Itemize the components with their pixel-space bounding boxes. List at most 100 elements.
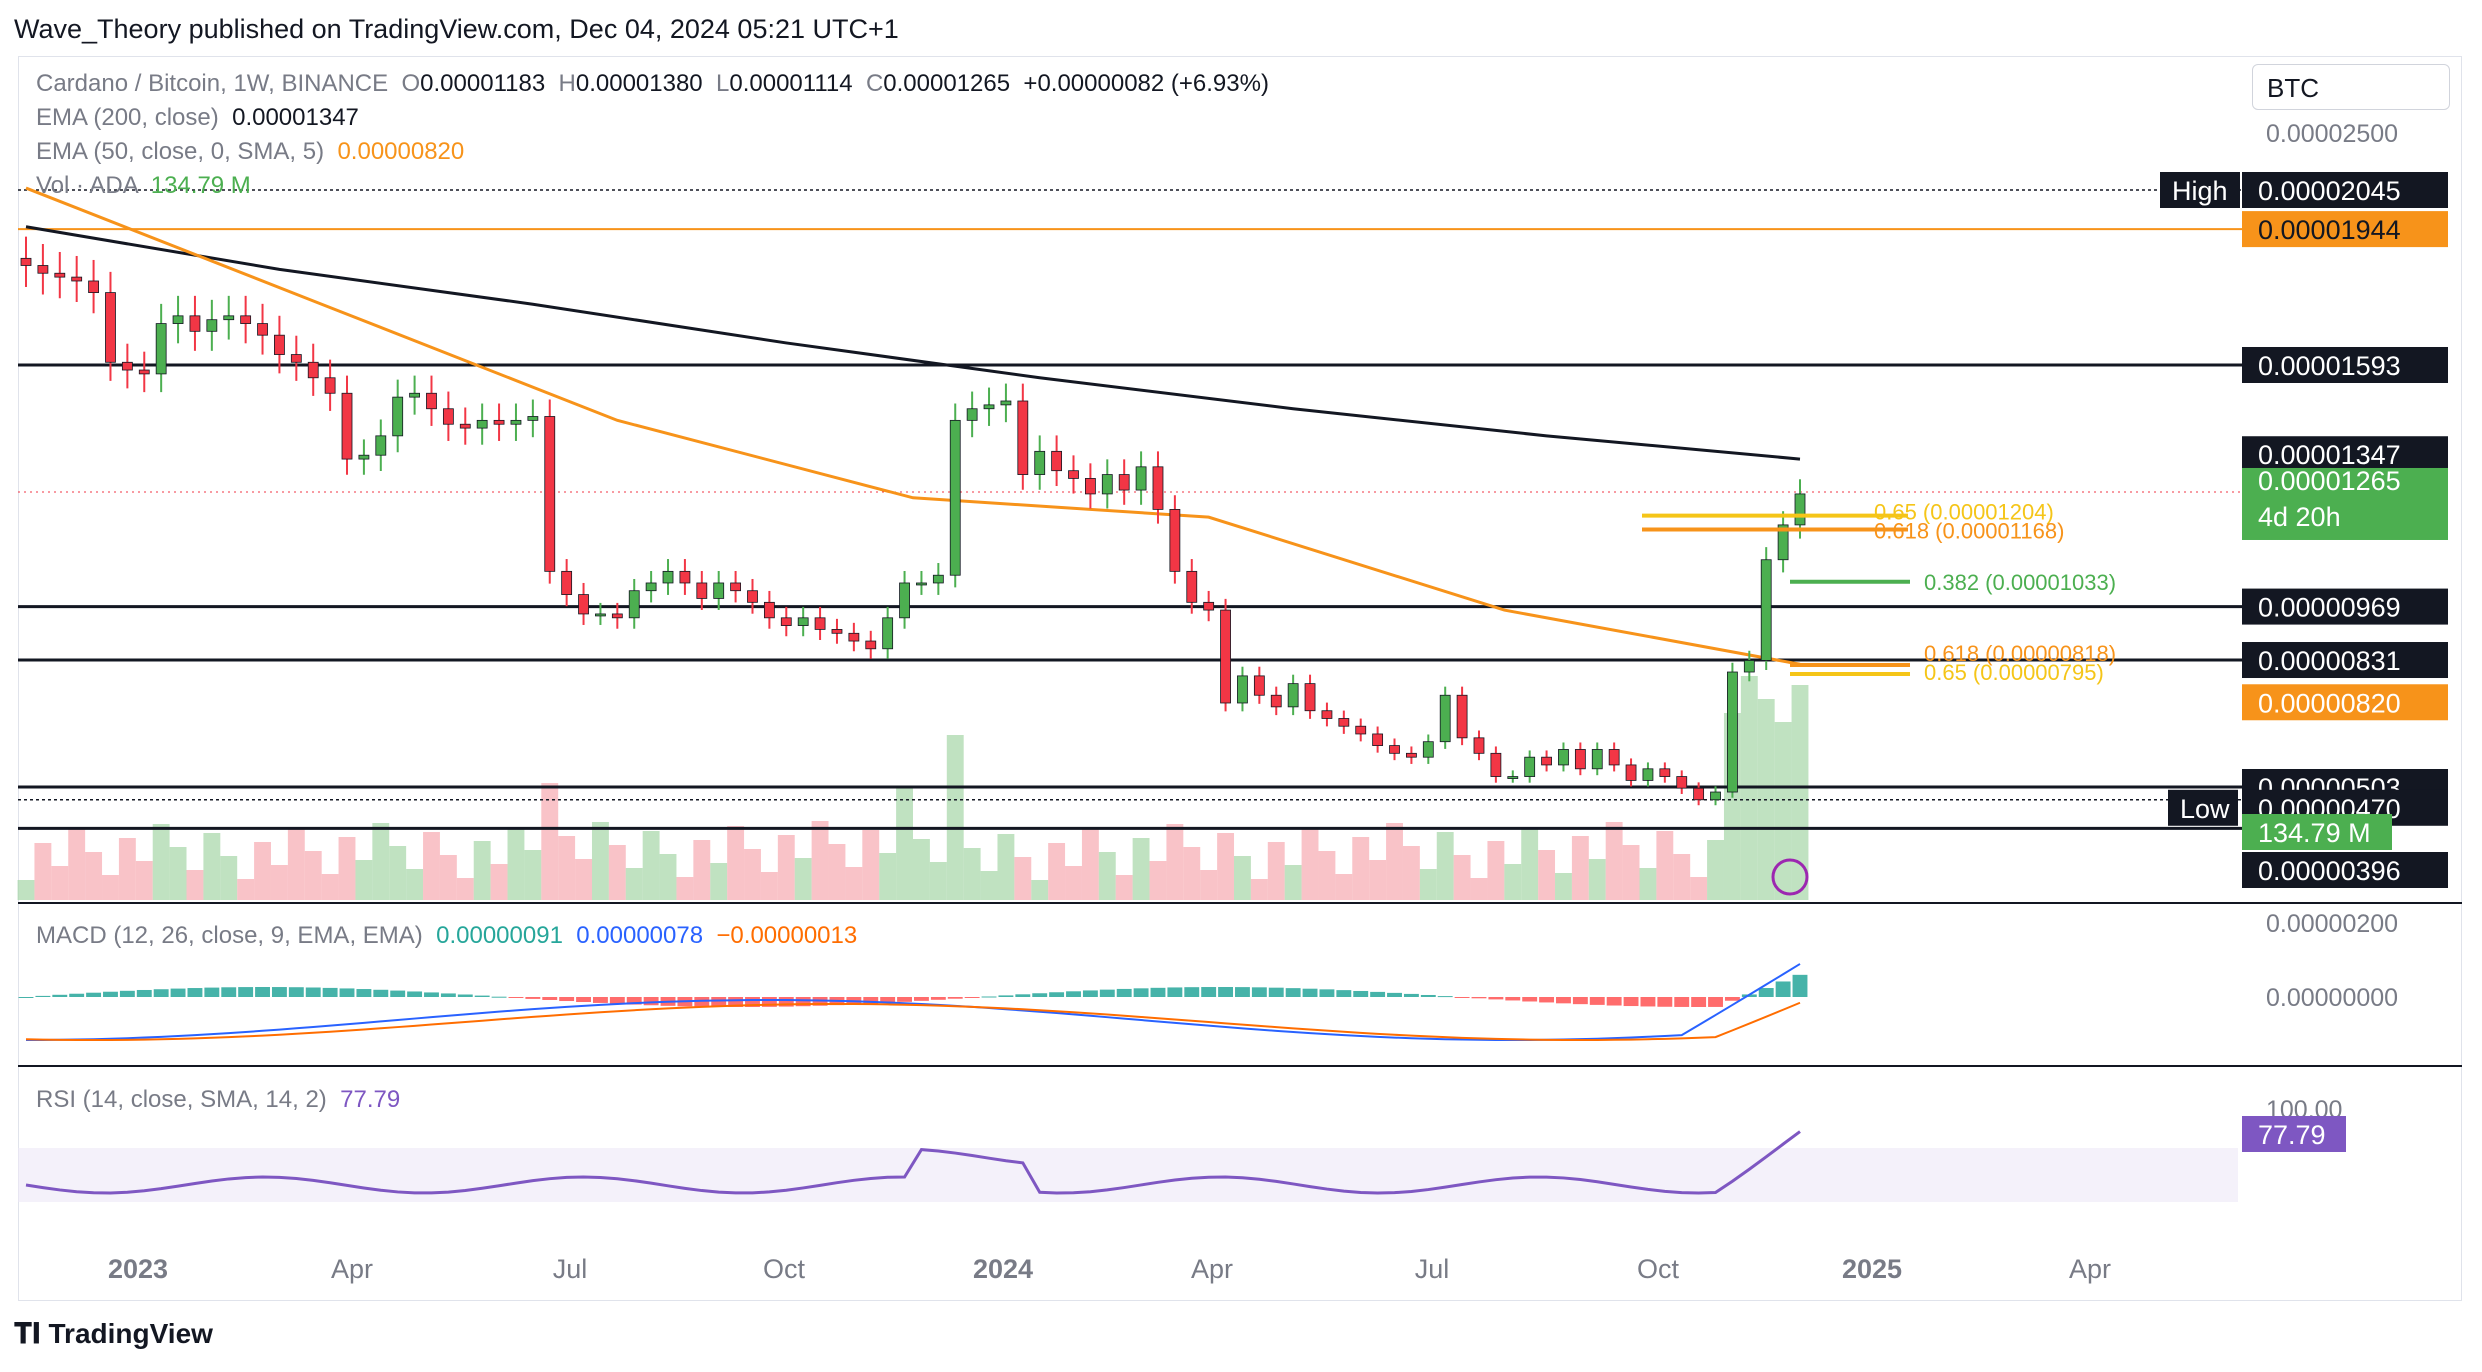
tag-orange-line-bg	[2242, 211, 2448, 248]
ema50-line	[25, 186, 1801, 666]
legend-ema50[interactable]: EMA (50, close, 0, SMA, 5) 0.00000820	[36, 138, 464, 166]
volume-bar	[727, 826, 745, 900]
candle-body	[932, 574, 944, 584]
candle-body	[1693, 787, 1705, 801]
macd-hist-bar	[576, 997, 591, 1003]
macd-hist-bar	[1218, 987, 1234, 997]
candle-body	[1000, 400, 1012, 406]
candle-body	[426, 392, 437, 410]
candle-body	[257, 323, 268, 336]
macd-hist-bar	[1082, 990, 1098, 997]
candle-body	[899, 582, 910, 619]
macd-hist-bar	[1015, 994, 1031, 997]
candle-body	[645, 582, 657, 592]
volume-bar	[169, 847, 187, 900]
macd-hist-bar	[947, 997, 963, 999]
candle-body	[1710, 791, 1721, 801]
candle-body	[341, 392, 353, 460]
tag-rsi: 77.79	[2258, 1120, 2326, 1150]
candle-body	[1541, 756, 1552, 766]
candle-body	[1507, 776, 1519, 779]
macd-hist-bar	[863, 997, 879, 1004]
candle-body	[1456, 694, 1468, 739]
footer-brand: TradingView	[48, 1318, 213, 1349]
macd-hist-bar	[1640, 997, 1656, 1007]
volume-bar	[1166, 824, 1184, 900]
volume-bar	[1234, 856, 1251, 900]
candle-body	[1777, 524, 1789, 561]
candle-body	[780, 617, 792, 626]
legend-macd[interactable]: MACD (12, 26, close, 9, EMA, EMA) 0.0000…	[36, 922, 857, 950]
candle-body	[121, 361, 133, 371]
candle-body	[1304, 683, 1316, 712]
volume-bar	[929, 862, 947, 900]
volume-bar	[1605, 822, 1623, 900]
candle-body	[1169, 509, 1181, 572]
tradingview-logo[interactable]: 𝐓𝐈 TradingView	[14, 1318, 213, 1351]
candle-body	[1676, 776, 1688, 789]
top-bar: Wave_Theory published on TradingView.com…	[0, 0, 2482, 60]
macd-hist-bar	[1184, 987, 1200, 997]
macd-hist-bar	[728, 997, 744, 1007]
candle-body	[1422, 741, 1434, 758]
candle-body	[1135, 466, 1147, 491]
macd-hist-bar	[1251, 987, 1267, 997]
candle-body	[1608, 749, 1620, 766]
candle-body	[476, 419, 488, 429]
candle-body	[1389, 745, 1400, 754]
volume-bar	[1673, 854, 1691, 900]
volume-bar	[389, 846, 407, 900]
macd-hist-bar	[136, 989, 152, 997]
volume-bar	[1470, 878, 1488, 900]
candle-body	[172, 315, 184, 324]
volume-bar	[321, 874, 339, 900]
macd-hist-bar	[1556, 997, 1571, 1004]
volume-bar	[1132, 838, 1150, 900]
macd-hist-bar	[1066, 991, 1081, 997]
legend-rsi[interactable]: RSI (14, close, SMA, 14, 2) 77.79	[36, 1086, 400, 1114]
tag-volume: 134.79 M	[2258, 818, 2371, 848]
macd-hist-bar	[1691, 997, 1707, 1007]
tag-high-bg	[2242, 172, 2448, 208]
macd-hist-bar	[880, 997, 896, 1003]
macd-hist-bar	[356, 989, 372, 997]
candle-body	[358, 454, 370, 460]
volume-bar	[220, 856, 238, 900]
macd-hist-bar	[1708, 997, 1723, 1007]
currency-selector[interactable]: BTC	[2252, 64, 2450, 110]
macd-hist-bar	[964, 997, 980, 998]
volume-bar	[1538, 850, 1556, 900]
legend-volume[interactable]: Vol · ADA 134.79 M	[36, 172, 251, 200]
volume-bar	[1250, 879, 1268, 900]
volume-bar	[254, 842, 271, 900]
fib-0618-lower-label: 0.618 (0.00000818)	[1924, 641, 2116, 666]
publisher-line: Wave_Theory published on TradingView.com…	[14, 14, 899, 44]
candle-body	[20, 257, 32, 266]
volume-bar	[270, 865, 288, 900]
candle-body	[865, 640, 877, 650]
macd-hist-bar	[424, 992, 439, 997]
volume-bar	[1048, 843, 1066, 900]
tag-bottom: 0.00000396	[2258, 856, 2401, 886]
candle-body	[831, 629, 843, 634]
legend-h-key: H	[558, 70, 576, 97]
macd-hist-bar	[1572, 997, 1588, 1005]
volume-bar	[51, 866, 69, 900]
volume-bar	[1267, 842, 1285, 900]
macd-hist-bar	[1302, 988, 1318, 997]
volume-bar	[1352, 837, 1370, 900]
candle-body	[611, 613, 623, 619]
candle-body	[138, 369, 150, 375]
volume-bar	[287, 828, 305, 900]
tag-volume-bg	[2242, 814, 2392, 850]
tag-bottom-bg	[2242, 852, 2448, 888]
candle-body	[1439, 694, 1451, 743]
volume-bar	[1217, 833, 1235, 900]
macd-hist-bar	[1420, 994, 1436, 997]
macd-hist-bar	[221, 987, 237, 997]
legend-ema200[interactable]: EMA (200, close) 0.00001347	[36, 104, 359, 132]
candle-body	[37, 265, 49, 274]
legend-ema50-value: 0.00000820	[337, 138, 465, 165]
macd-hist-bar	[103, 991, 118, 997]
